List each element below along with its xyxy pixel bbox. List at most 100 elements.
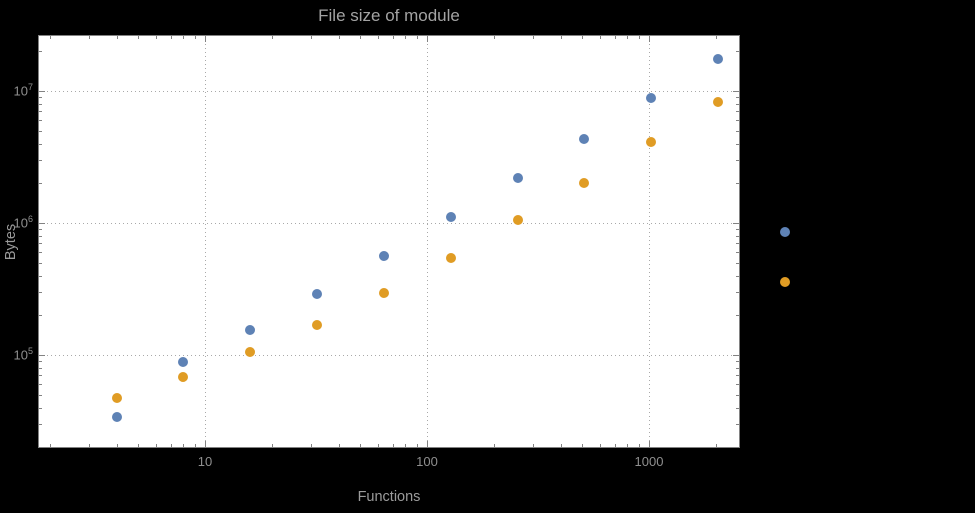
tick-mark <box>736 375 739 377</box>
tick-mark <box>736 183 739 185</box>
tick-mark <box>39 367 42 369</box>
tick-mark <box>627 444 629 447</box>
tick-mark <box>360 444 362 447</box>
tick-mark <box>733 355 739 356</box>
tick-mark <box>405 36 407 39</box>
tick-mark <box>338 36 340 39</box>
tick-mark <box>736 252 739 254</box>
tick-mark <box>360 36 362 39</box>
tick-mark <box>736 394 739 396</box>
tick-mark <box>736 424 739 426</box>
plot-frame <box>38 35 740 448</box>
tick-mark <box>39 424 42 426</box>
x-axis-label: Functions <box>357 489 421 505</box>
data-point-series-1 <box>579 134 590 145</box>
tick-mark <box>736 315 739 317</box>
data-point-series-1 <box>378 251 389 262</box>
tick-mark <box>493 444 495 447</box>
tick-mark <box>416 36 418 39</box>
tick-mark <box>614 36 616 39</box>
chart-title: File size of module <box>318 6 460 25</box>
tick-mark <box>392 444 394 447</box>
tick-mark <box>736 243 739 245</box>
tick-mark <box>39 143 42 145</box>
tick-mark <box>39 252 42 254</box>
tick-mark <box>649 36 650 42</box>
data-point-series-2 <box>245 347 256 358</box>
tick-mark <box>736 292 739 294</box>
tick-mark <box>427 441 428 447</box>
tick-mark <box>39 407 42 409</box>
tick-mark <box>310 444 312 447</box>
tick-mark <box>405 444 407 447</box>
tick-mark <box>39 183 42 185</box>
tick-mark <box>49 444 51 447</box>
data-point-series-2 <box>713 96 724 107</box>
tick-mark <box>183 36 185 39</box>
tick-mark <box>39 51 42 53</box>
y-tick-label: 106 <box>13 214 33 231</box>
tick-mark <box>532 36 534 39</box>
tick-mark <box>736 130 739 132</box>
tick-mark <box>392 36 394 39</box>
tick-mark <box>271 444 273 447</box>
tick-mark <box>39 275 42 277</box>
tick-mark <box>39 375 42 377</box>
tick-mark <box>582 444 584 447</box>
tick-mark <box>736 407 739 409</box>
tick-mark <box>715 36 717 39</box>
tick-mark <box>338 444 340 447</box>
tick-mark <box>39 97 42 99</box>
tick-mark <box>205 441 206 447</box>
data-point-series-1 <box>646 93 657 104</box>
data-point-series-2 <box>312 319 323 330</box>
data-point-series-1 <box>245 324 256 335</box>
tick-mark <box>736 229 739 231</box>
tick-mark <box>715 444 717 447</box>
tick-mark <box>138 444 140 447</box>
tick-mark <box>39 262 42 264</box>
tick-mark <box>532 444 534 447</box>
tick-mark <box>39 103 42 105</box>
tick-mark <box>627 36 629 39</box>
tick-mark <box>733 91 739 92</box>
tick-mark <box>599 36 601 39</box>
y-tick-label: 105 <box>13 346 33 363</box>
tick-mark <box>39 361 42 363</box>
tick-mark <box>599 444 601 447</box>
tick-mark <box>194 36 196 39</box>
tick-mark <box>194 444 196 447</box>
tick-mark <box>39 394 42 396</box>
tick-mark <box>39 223 45 224</box>
data-point-series-2 <box>111 393 122 404</box>
data-point-series-2 <box>646 137 657 148</box>
tick-mark <box>49 36 51 39</box>
x-tick-label: 10 <box>197 454 213 469</box>
tick-mark <box>155 444 157 447</box>
tick-mark <box>736 97 739 99</box>
tick-mark <box>614 444 616 447</box>
tick-mark <box>377 36 379 39</box>
gridline-vertical <box>427 36 428 447</box>
tick-mark <box>39 235 42 237</box>
tick-mark <box>736 384 739 386</box>
data-point-series-1 <box>178 357 189 368</box>
tick-mark <box>736 143 739 145</box>
tick-mark <box>560 36 562 39</box>
tick-mark <box>736 103 739 105</box>
tick-mark <box>183 444 185 447</box>
tick-mark <box>205 36 206 42</box>
data-point-series-1 <box>445 211 456 222</box>
tick-mark <box>736 235 739 237</box>
x-tick-label: 1000 <box>634 454 664 469</box>
gridline-vertical <box>649 36 650 447</box>
tick-mark <box>736 120 739 122</box>
tick-mark <box>39 229 42 231</box>
data-point-series-1 <box>779 227 790 238</box>
tick-mark <box>638 444 640 447</box>
tick-mark <box>560 444 562 447</box>
tick-mark <box>271 36 273 39</box>
tick-mark <box>116 36 118 39</box>
data-point-series-2 <box>579 178 590 189</box>
